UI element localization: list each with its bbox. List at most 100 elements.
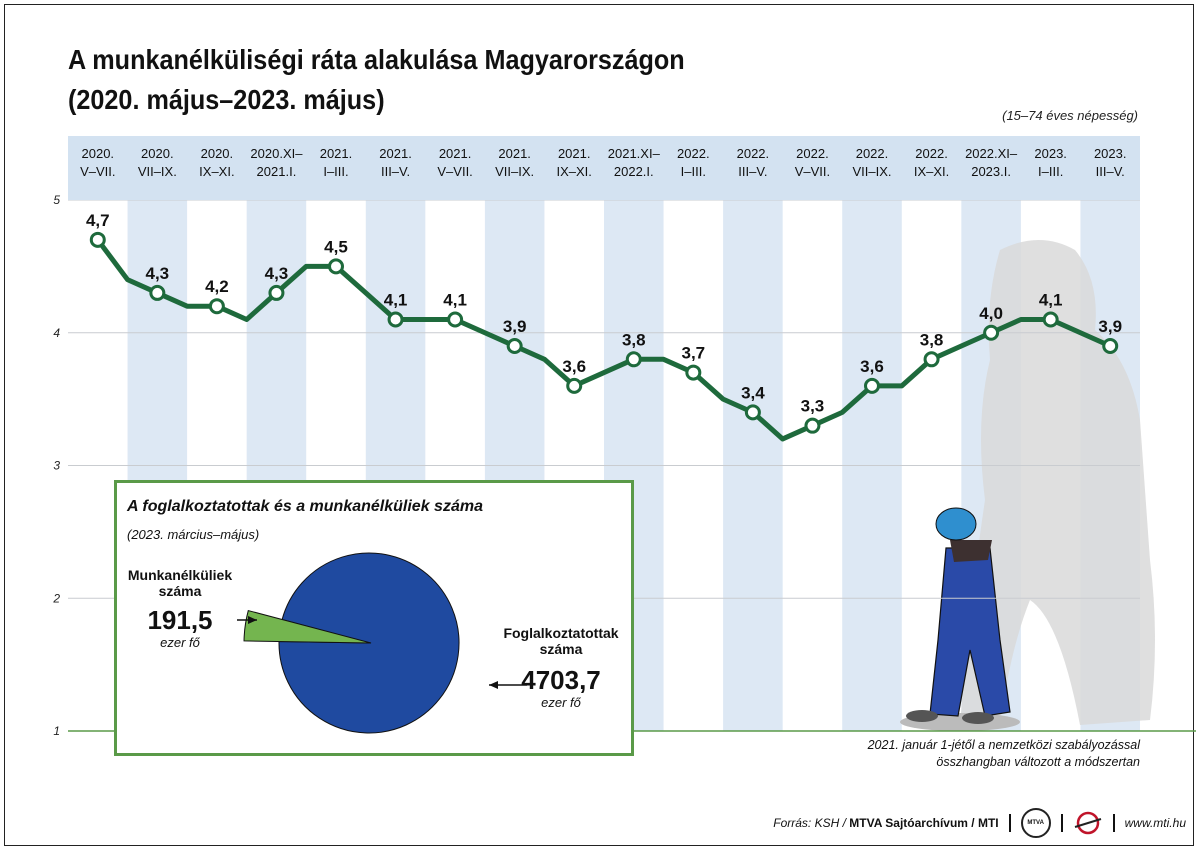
unemployed-name-1: Munkanélküliek bbox=[127, 567, 233, 583]
worker-illustration bbox=[900, 240, 1155, 731]
category-label-line1: 2020. bbox=[201, 146, 234, 161]
data-label: 3,6 bbox=[860, 357, 884, 376]
employed-arrowhead bbox=[489, 681, 498, 689]
data-label: 4,1 bbox=[443, 290, 467, 309]
worker-shadow bbox=[960, 240, 1155, 725]
data-label: 4,2 bbox=[205, 277, 229, 296]
category-label-line2: 2021.I. bbox=[257, 164, 297, 179]
category-label-line1: 2022. bbox=[796, 146, 829, 161]
category-label-line2: 2022.I. bbox=[614, 164, 654, 179]
data-label: 4,3 bbox=[265, 264, 289, 283]
separator bbox=[1060, 814, 1063, 832]
category-label-line1: 2022. bbox=[677, 146, 710, 161]
data-point bbox=[1102, 338, 1119, 355]
data-point bbox=[447, 311, 464, 328]
y-tick-label: 1 bbox=[53, 724, 60, 738]
worker-shirt bbox=[950, 540, 992, 562]
category-label-line2: V–VII. bbox=[437, 164, 472, 179]
data-point bbox=[923, 351, 940, 368]
chart-category-header: 2020. V–VII. 2020. VII–IX. 2020. IX–XI. 2020.X… bbox=[68, 136, 1140, 200]
category-label-line1: 2022. bbox=[737, 146, 770, 161]
category-label-line2: V–VII. bbox=[795, 164, 830, 179]
category-label-line1: 2022. bbox=[915, 146, 948, 161]
unemployed-name-2: száma bbox=[158, 583, 202, 599]
chart-title-line2: (2020. május–2023. május) bbox=[68, 84, 385, 115]
category-label-line1: 2021. bbox=[439, 146, 472, 161]
worker-overalls bbox=[929, 547, 1011, 717]
category-label-line2: 2023.I. bbox=[971, 164, 1011, 179]
unemployed-value: 191,5 bbox=[147, 605, 213, 635]
category-label-line2: III–V. bbox=[1096, 164, 1125, 179]
mtva-logo-icon: MTVA bbox=[1020, 808, 1051, 838]
y-tick-label: 4 bbox=[53, 326, 60, 340]
unemployed-label: Munkanélküliek száma 191,5 ezer fő bbox=[125, 567, 235, 650]
frame bbox=[4, 4, 1194, 846]
footnote-line1: 2021. január 1-jétől a nemzetközi szabál… bbox=[867, 738, 1140, 752]
employed-name-1: Foglalkoztatottak bbox=[503, 625, 619, 641]
separator bbox=[1112, 814, 1115, 832]
source-bold: MTVA Sajtóarchívum / MTI bbox=[849, 816, 999, 830]
category-label-line2: IX–XI. bbox=[914, 164, 949, 179]
data-point bbox=[744, 404, 761, 421]
category-label-line2: III–V. bbox=[381, 164, 410, 179]
category-label-line2: I–III. bbox=[681, 164, 706, 179]
data-point bbox=[208, 298, 225, 315]
data-point bbox=[149, 284, 166, 301]
data-label: 4,7 bbox=[86, 211, 110, 230]
category-label-line2: IX–XI. bbox=[199, 164, 234, 179]
data-point bbox=[864, 377, 880, 394]
data-label: 4,5 bbox=[324, 237, 348, 256]
category-label-line1: 2023. bbox=[1094, 146, 1127, 161]
chart-title-line1: A munkanélküliségi ráta alakulása Magyar… bbox=[68, 44, 685, 75]
chart-data-labels: 4,7 4,3 4,2 4,3 4,5 4,1 4,1 3,9 3,6 3,8 3,7 3,4 3,3 3… bbox=[86, 211, 1122, 416]
category-label-line1: 2020.XI– bbox=[250, 146, 303, 161]
data-point bbox=[685, 364, 702, 381]
source-prefix: Forrás: KSH / bbox=[773, 816, 846, 830]
data-point bbox=[804, 417, 821, 434]
data-label: 3,9 bbox=[503, 317, 527, 336]
data-point bbox=[1042, 311, 1059, 328]
data-label: 3,8 bbox=[622, 330, 646, 349]
employed-name-2: száma bbox=[539, 641, 583, 657]
data-point bbox=[983, 324, 1000, 341]
data-label: 4,0 bbox=[979, 304, 1003, 323]
category-label-line2: IX–XI. bbox=[557, 164, 592, 179]
category-label-line1: 2020. bbox=[141, 146, 174, 161]
inset-subtitle: (2023. március–május) bbox=[127, 527, 260, 542]
pie-slice-unemployed bbox=[243, 609, 372, 644]
data-label: 3,8 bbox=[920, 330, 944, 349]
website-link[interactable]: www.mti.hu bbox=[1124, 816, 1186, 830]
data-label: 3,9 bbox=[1098, 317, 1122, 336]
category-label-line1: 2020. bbox=[82, 146, 115, 161]
employed-value: 4703,7 bbox=[521, 665, 601, 695]
pie-chart bbox=[237, 552, 527, 734]
category-label-line2: VII–IX. bbox=[495, 164, 534, 179]
category-label-line1: 2022.XI– bbox=[965, 146, 1018, 161]
worker-helmet bbox=[935, 507, 977, 541]
data-label: 3,7 bbox=[682, 344, 706, 363]
series-line bbox=[95, 237, 1113, 442]
data-label: 4,1 bbox=[1039, 290, 1063, 309]
data-label: 4,1 bbox=[384, 290, 408, 309]
data-point bbox=[506, 338, 523, 355]
category-label-line2: V–VII. bbox=[80, 164, 115, 179]
category-label-line1: 2021. bbox=[320, 146, 353, 161]
category-label-line2: I–III. bbox=[1038, 164, 1063, 179]
employed-label: Foglalkoztatottak száma 4703,7 ezer fő bbox=[491, 625, 631, 710]
y-tick-label: 5 bbox=[53, 193, 60, 207]
footnote-line2: összhangban változott a módszertan bbox=[936, 755, 1140, 769]
inset-title: A foglalkoztatottak és a munkanélküliek … bbox=[127, 498, 483, 515]
data-point bbox=[625, 351, 642, 368]
category-label-line1: 2021. bbox=[558, 146, 591, 161]
header-band bbox=[68, 136, 1140, 200]
chart-subtitle: (15–74 éves népesség) bbox=[1002, 108, 1138, 123]
unemployed-unit: ezer fő bbox=[160, 635, 200, 650]
data-point bbox=[328, 258, 344, 275]
worker-boot bbox=[906, 710, 938, 722]
data-point bbox=[268, 284, 285, 301]
data-point bbox=[387, 311, 404, 328]
worker-boot bbox=[962, 712, 994, 724]
separator bbox=[1008, 814, 1011, 832]
category-label-line2: III–V. bbox=[738, 164, 767, 179]
y-tick-label: 2 bbox=[52, 591, 60, 605]
